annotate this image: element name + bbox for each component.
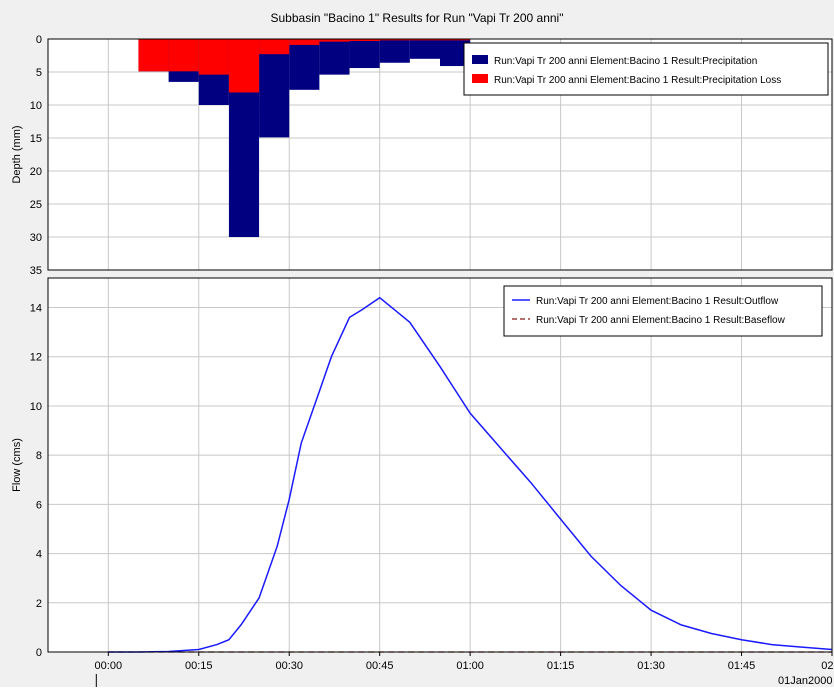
baseflow-legend-label: Run:Vapi Tr 200 anni Element:Bacino 1 Re…: [536, 315, 786, 326]
precipitation-loss-legend-label: Run:Vapi Tr 200 anni Element:Bacino 1 Re…: [494, 75, 781, 86]
flow-y-tick-label: 10: [30, 401, 42, 413]
precipitation-loss-bar: [440, 39, 471, 41]
precipitation-legend-label: Run:Vapi Tr 200 anni Element:Bacino 1 Re…: [494, 56, 757, 67]
precipitation-loss-bar: [138, 39, 169, 72]
date-label: 01Jan2000: [778, 675, 832, 687]
precipitation-loss-bar: [198, 39, 229, 75]
precipitation-bar: [409, 39, 440, 59]
precip-y-tick-label: 15: [30, 133, 42, 145]
x-tick-label: 01:00: [456, 660, 484, 672]
precipitation-legend-swatch: [472, 55, 488, 64]
precip-y-tick-label: 20: [30, 166, 42, 178]
flow-plot-area: [47, 277, 833, 653]
outflow-legend-label: Run:Vapi Tr 200 anni Element:Bacino 1 Re…: [536, 296, 779, 307]
x-tick-label: 01:15: [547, 660, 575, 672]
x-tick-label: 00:00: [95, 660, 123, 672]
precipitation-loss-bar: [319, 39, 350, 42]
x-tick-label: 02:0: [821, 660, 834, 672]
precipitation-bar: [319, 39, 350, 75]
precipitation-loss-bar: [409, 39, 440, 41]
precipitation-bar: [349, 39, 380, 69]
flow-y-tick-label: 14: [30, 303, 42, 315]
flow-y-tick-label: 2: [36, 598, 42, 610]
precip-y-tick-label: 5: [36, 67, 42, 79]
precipitation-loss-bar: [168, 39, 199, 72]
precipitation-bar: [379, 39, 410, 63]
flow-y-tick-label: 12: [30, 352, 42, 364]
flow-legend-box: [503, 285, 823, 337]
x-tick-label: 00:30: [275, 660, 303, 672]
precipitation-bar: [259, 39, 290, 138]
precipitation-loss-bar: [379, 39, 410, 41]
precipitation-loss-bar: [259, 39, 290, 55]
x-tick-label: 00:45: [366, 660, 394, 672]
precipitation-loss-bar: [228, 39, 260, 93]
precipitation-loss-bar: [289, 39, 320, 45]
x-tick-label: 01:30: [637, 660, 665, 672]
precipitation-loss-legend-swatch: [472, 74, 488, 83]
flow-y-tick-label: 8: [36, 450, 42, 462]
precip-legend-box: [463, 42, 829, 96]
flow-plot-border: [47, 277, 833, 653]
flow-y-tick-label: 6: [36, 499, 42, 511]
x-tick-label: 01:45: [728, 660, 756, 672]
precip-y-tick-label: 35: [30, 265, 42, 277]
precipitation-loss-bar: [349, 39, 380, 41]
flow-y-tick-label: 0: [36, 647, 42, 659]
outflow-line: [108, 296, 833, 653]
precip-y-tick-label: 30: [30, 232, 42, 244]
precip-y-axis-title: Depth (mm): [11, 125, 23, 183]
precip-y-tick-label: 0: [36, 34, 42, 46]
flow-y-axis-title: Flow (cms): [11, 438, 23, 492]
precip-y-tick-label: 25: [30, 199, 42, 211]
x-tick-label: 00:15: [185, 660, 213, 672]
chart-title: Subbasin "Bacino 1" Results for Run "Vap…: [271, 11, 564, 25]
precipitation-bar: [289, 39, 320, 90]
precip-y-tick-label: 10: [30, 100, 42, 112]
flow-y-tick-label: 4: [36, 549, 42, 561]
precip-plot-border: [47, 38, 833, 271]
